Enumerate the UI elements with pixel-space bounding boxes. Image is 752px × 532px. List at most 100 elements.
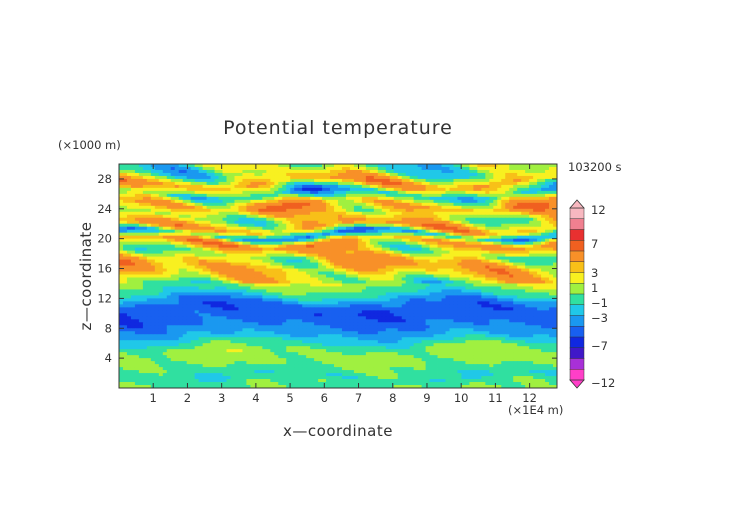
heatmap-cell	[310, 256, 315, 260]
heatmap-cell	[119, 226, 124, 231]
heatmap-cell	[445, 283, 450, 287]
heatmap-cell	[119, 283, 124, 287]
heatmap-cell	[517, 178, 522, 183]
heatmap-cell	[258, 164, 263, 168]
heatmap-cell	[385, 220, 391, 225]
heatmap-cell	[294, 268, 299, 272]
heatmap-cell	[134, 262, 140, 266]
heatmap-cell	[509, 289, 514, 293]
heatmap-cell	[513, 196, 518, 201]
heatmap-cell	[154, 226, 160, 231]
heatmap-cell	[485, 274, 490, 278]
heatmap-cell	[449, 187, 454, 192]
heatmap-cell	[441, 235, 446, 240]
heatmap-cell	[138, 187, 144, 192]
heatmap-cell	[493, 229, 498, 234]
heatmap-cell	[254, 226, 259, 231]
heatmap-cell	[525, 277, 530, 281]
heatmap-cell	[282, 265, 287, 269]
heatmap-cell	[553, 202, 558, 207]
heatmap-cell	[274, 292, 279, 296]
heatmap-cell	[322, 202, 327, 207]
heatmap-cell	[262, 295, 267, 299]
heatmap-cell	[381, 283, 387, 287]
heatmap-cell	[270, 295, 275, 299]
heatmap-cell	[274, 256, 279, 260]
heatmap-cell	[322, 253, 327, 257]
heatmap-cell	[322, 208, 327, 213]
heatmap-cell	[294, 217, 299, 222]
heatmap-cell	[286, 265, 291, 269]
heatmap-cell	[314, 277, 319, 281]
heatmap-cell	[278, 217, 283, 222]
heatmap-cell	[549, 265, 554, 269]
heatmap-cell	[198, 241, 204, 246]
heatmap-cell	[190, 280, 196, 284]
heatmap-cell	[282, 190, 287, 195]
heatmap-cell	[397, 175, 403, 180]
heatmap-cell	[126, 262, 132, 266]
heatmap-cell	[162, 181, 168, 186]
heatmap-cell	[453, 208, 458, 213]
heatmap-cell	[373, 235, 379, 240]
heatmap-cell	[314, 178, 319, 183]
heatmap-cell	[353, 190, 359, 195]
heatmap-cell	[246, 283, 251, 287]
heatmap-cell	[134, 244, 140, 249]
heatmap-cell	[509, 277, 514, 281]
heatmap-cell	[445, 205, 450, 210]
heatmap-cell	[170, 268, 176, 272]
heatmap-cell	[142, 217, 148, 222]
heatmap-cell	[377, 178, 383, 183]
heatmap-cell	[242, 223, 247, 228]
heatmap-cell	[330, 190, 335, 195]
heatmap-cell	[457, 214, 462, 219]
heatmap-cell	[481, 208, 486, 213]
heatmap-cell	[409, 256, 415, 260]
heatmap-cell	[286, 175, 291, 180]
heatmap-cell	[119, 217, 124, 222]
heatmap-cell	[222, 256, 227, 260]
heatmap-cell	[449, 247, 454, 252]
heatmap-cell	[314, 274, 319, 278]
heatmap-cell	[425, 277, 430, 281]
heatmap-cell	[134, 292, 140, 296]
heatmap-cell	[302, 208, 307, 213]
heatmap-cell	[322, 187, 327, 192]
heatmap-cell	[158, 196, 164, 201]
heatmap-cell	[409, 211, 415, 216]
heatmap-cell	[349, 268, 355, 272]
heatmap-cell	[338, 295, 343, 299]
heatmap-cell	[290, 211, 295, 216]
heatmap-cell	[290, 193, 295, 198]
heatmap-cell	[254, 256, 259, 260]
heatmap-cell	[230, 259, 235, 263]
heatmap-cell	[262, 277, 267, 281]
heatmap-cell	[461, 164, 466, 168]
heatmap-cell	[473, 286, 478, 290]
heatmap-cell	[485, 244, 490, 249]
heatmap-cell	[417, 178, 423, 183]
heatmap-cell	[413, 199, 419, 204]
heatmap-cell	[393, 289, 399, 293]
heatmap-cell	[393, 280, 399, 284]
heatmap-cell	[477, 280, 482, 284]
heatmap-cell	[119, 202, 124, 207]
heatmap-cell	[453, 181, 458, 186]
heatmap-cell	[485, 262, 490, 266]
heatmap-cell	[202, 274, 207, 278]
heatmap-cell	[218, 247, 223, 252]
heatmap-cell	[421, 241, 426, 246]
heatmap-cell	[417, 217, 423, 222]
heatmap-cell	[429, 178, 434, 183]
heatmap-cell	[397, 196, 403, 201]
heatmap-cell	[425, 292, 430, 296]
heatmap-cell	[190, 199, 196, 204]
heatmap-cell	[162, 229, 168, 234]
heatmap-cell	[270, 211, 275, 216]
heatmap-cell	[174, 205, 180, 210]
heatmap-cell	[119, 190, 124, 195]
heatmap-cell	[513, 280, 518, 284]
heatmap-cell	[489, 232, 494, 237]
heatmap-cell	[417, 262, 423, 266]
